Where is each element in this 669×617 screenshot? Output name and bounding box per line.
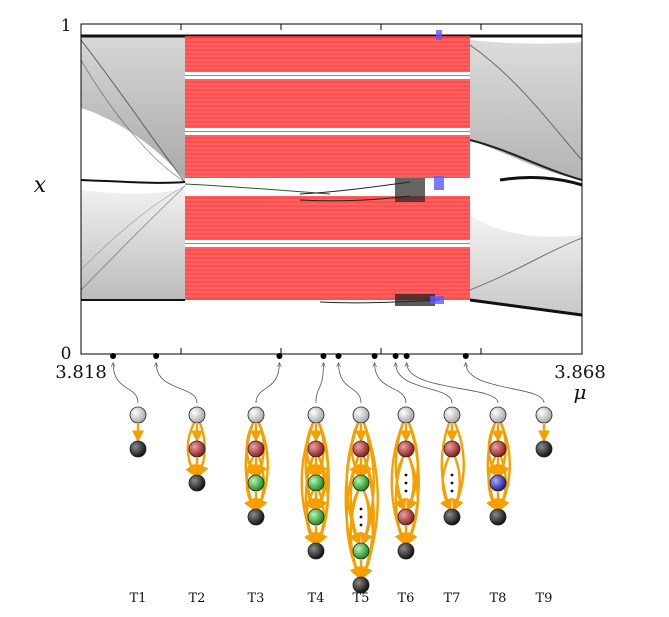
node-white bbox=[535, 406, 553, 424]
y-axis-label: x bbox=[34, 173, 47, 198]
node-black bbox=[443, 508, 461, 526]
node-red bbox=[443, 440, 461, 458]
connector-t5 bbox=[339, 363, 362, 404]
x-max-tick: 3.868 bbox=[554, 362, 606, 383]
upper-band-left bbox=[81, 36, 185, 180]
node-white bbox=[129, 406, 147, 424]
node-red bbox=[489, 440, 507, 458]
connector-t7 bbox=[396, 363, 453, 404]
y-top-tick: 1 bbox=[61, 16, 72, 36]
mu-marker-t5 bbox=[335, 353, 342, 359]
connector-t6 bbox=[375, 363, 407, 404]
graph-t3: T3 bbox=[244, 406, 269, 606]
connector-t1 bbox=[113, 363, 139, 404]
node-black bbox=[352, 576, 370, 594]
node-white bbox=[352, 406, 370, 424]
graph-t7: T7 bbox=[440, 406, 465, 606]
mu-marker-t9 bbox=[462, 353, 469, 359]
plot-frame bbox=[80, 23, 583, 355]
graph-label: T1 bbox=[130, 591, 147, 606]
graph-t4: T4 bbox=[300, 406, 330, 606]
ellipsis-dots bbox=[359, 507, 363, 527]
node-green bbox=[307, 474, 325, 492]
graph-t8: T8 bbox=[486, 406, 511, 606]
bifurcation-plot bbox=[81, 24, 582, 354]
lower-band-left bbox=[81, 188, 185, 300]
red-periodic-window bbox=[185, 36, 470, 300]
mu-marker-t6 bbox=[371, 353, 378, 359]
node-black bbox=[397, 542, 415, 560]
y-bottom-tick: 0 bbox=[61, 344, 72, 364]
graph-t5: T5 bbox=[344, 406, 379, 606]
node-white bbox=[247, 406, 265, 424]
marker-connectors bbox=[113, 363, 545, 404]
connector-t3 bbox=[255, 363, 279, 404]
node-red bbox=[352, 440, 370, 458]
graph-label: T3 bbox=[248, 591, 265, 606]
node-red bbox=[397, 508, 415, 526]
node-red bbox=[307, 440, 325, 458]
ellipsis-dots bbox=[450, 473, 454, 493]
node-black bbox=[535, 440, 553, 458]
node-red bbox=[247, 440, 265, 458]
graph-label: T8 bbox=[490, 591, 507, 606]
graph-label: T7 bbox=[444, 591, 461, 606]
ellipsis-dots bbox=[404, 473, 408, 493]
node-black bbox=[247, 508, 265, 526]
node-blue bbox=[489, 474, 507, 492]
node-green bbox=[247, 474, 265, 492]
mu-marker-t4 bbox=[320, 353, 327, 359]
node-green bbox=[352, 474, 370, 492]
node-green bbox=[307, 508, 325, 526]
node-black bbox=[188, 474, 206, 492]
node-red bbox=[188, 440, 206, 458]
node-white bbox=[443, 406, 461, 424]
mu-marker-t8 bbox=[403, 353, 410, 359]
graph-label: T2 bbox=[189, 591, 206, 606]
node-black bbox=[489, 508, 507, 526]
mu-marker-t1 bbox=[110, 353, 117, 359]
blue-periodic-window bbox=[430, 30, 444, 304]
x-axis-label: μ bbox=[574, 380, 587, 404]
graph-t1: T1 bbox=[129, 406, 147, 606]
graph-label: T5 bbox=[353, 591, 370, 606]
graph-t6: T6 bbox=[390, 406, 420, 606]
node-white bbox=[489, 406, 507, 424]
mu-marker-t7 bbox=[392, 353, 399, 359]
node-white bbox=[397, 406, 415, 424]
graph-label: T4 bbox=[308, 591, 325, 606]
node-black bbox=[129, 440, 147, 458]
lower-band-right bbox=[470, 215, 582, 315]
node-black bbox=[307, 542, 325, 560]
node-green bbox=[352, 542, 370, 560]
graph-t2: T2 bbox=[185, 406, 209, 606]
connector-t9 bbox=[466, 363, 545, 404]
node-white bbox=[307, 406, 325, 424]
mu-marker-t3 bbox=[276, 353, 283, 359]
mu-marker-t2 bbox=[153, 353, 160, 359]
graph-label: T6 bbox=[398, 591, 415, 606]
mu-markers bbox=[110, 353, 469, 359]
x-axis-ticks bbox=[80, 24, 583, 354]
graph-label: T9 bbox=[536, 591, 553, 606]
transition-graphs: T1 T2 T3 T4 T5 T6 T7 T8 T9 bbox=[129, 406, 553, 606]
connector-t4 bbox=[315, 363, 323, 404]
node-red bbox=[397, 440, 415, 458]
x-min-tick: 3.818 bbox=[55, 362, 107, 383]
connector-t2 bbox=[156, 363, 198, 404]
node-white bbox=[188, 406, 206, 424]
connector-t8 bbox=[407, 363, 499, 404]
upper-band-right bbox=[470, 40, 582, 180]
graph-t9: T9 bbox=[535, 406, 553, 606]
